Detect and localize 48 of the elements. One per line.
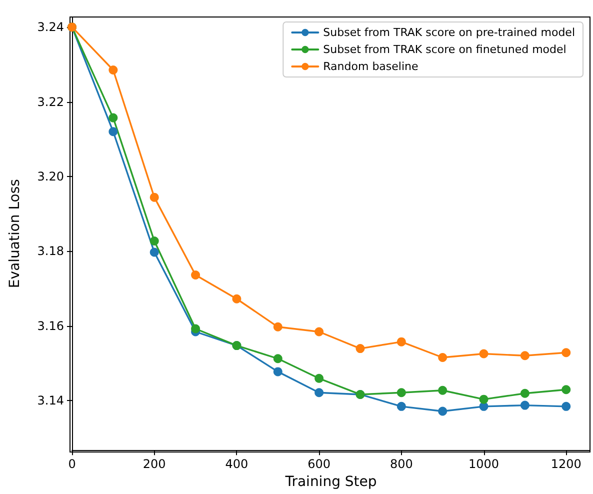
legend-label: Random baseline xyxy=(323,60,418,73)
x-tick-label: 200 xyxy=(142,457,166,472)
y-tick-label: 3.22 xyxy=(37,94,64,109)
point xyxy=(191,324,200,334)
point xyxy=(479,394,488,404)
point xyxy=(396,402,406,411)
x-tick-label: 600 xyxy=(308,457,331,472)
point xyxy=(396,388,406,398)
x-tick-label: 0 xyxy=(68,457,76,472)
x-tick-label: 400 xyxy=(225,457,248,472)
y-tick-label: 3.18 xyxy=(37,244,64,258)
point xyxy=(108,113,118,122)
x-tick-label: 800 xyxy=(390,457,413,472)
point xyxy=(108,66,118,75)
point xyxy=(150,236,159,246)
point xyxy=(314,327,324,336)
point xyxy=(520,400,530,410)
legend-label: Subset from TRAK score on pre-trained model xyxy=(323,26,576,39)
point xyxy=(191,270,200,280)
point xyxy=(150,248,159,257)
y-tick-label: 3.24 xyxy=(37,20,64,34)
point xyxy=(314,374,324,383)
point xyxy=(479,349,488,358)
y-tick-label: 3.20 xyxy=(37,169,64,184)
x-tick-label: 1200 xyxy=(550,457,582,472)
y-tick-label: 3.16 xyxy=(37,318,64,333)
point xyxy=(232,294,242,304)
point xyxy=(356,344,365,354)
point xyxy=(562,385,571,394)
point xyxy=(520,388,530,398)
point xyxy=(562,402,571,411)
point xyxy=(396,337,406,346)
point xyxy=(273,354,282,364)
legend-label: Subset from TRAK score on finetuned model xyxy=(323,43,566,56)
point xyxy=(438,353,448,362)
point xyxy=(108,127,118,136)
point xyxy=(273,367,282,376)
point xyxy=(273,322,282,332)
point xyxy=(562,348,571,358)
point xyxy=(520,351,530,360)
y-axis-title: Evaluation Loss xyxy=(7,179,23,288)
y-tick-label: 3.14 xyxy=(37,393,64,408)
x-axis-title: Training Step xyxy=(284,474,377,490)
point xyxy=(438,406,448,416)
x-tick-label: 1000 xyxy=(468,457,500,472)
point xyxy=(438,386,448,395)
point xyxy=(150,192,159,202)
point xyxy=(314,388,324,398)
